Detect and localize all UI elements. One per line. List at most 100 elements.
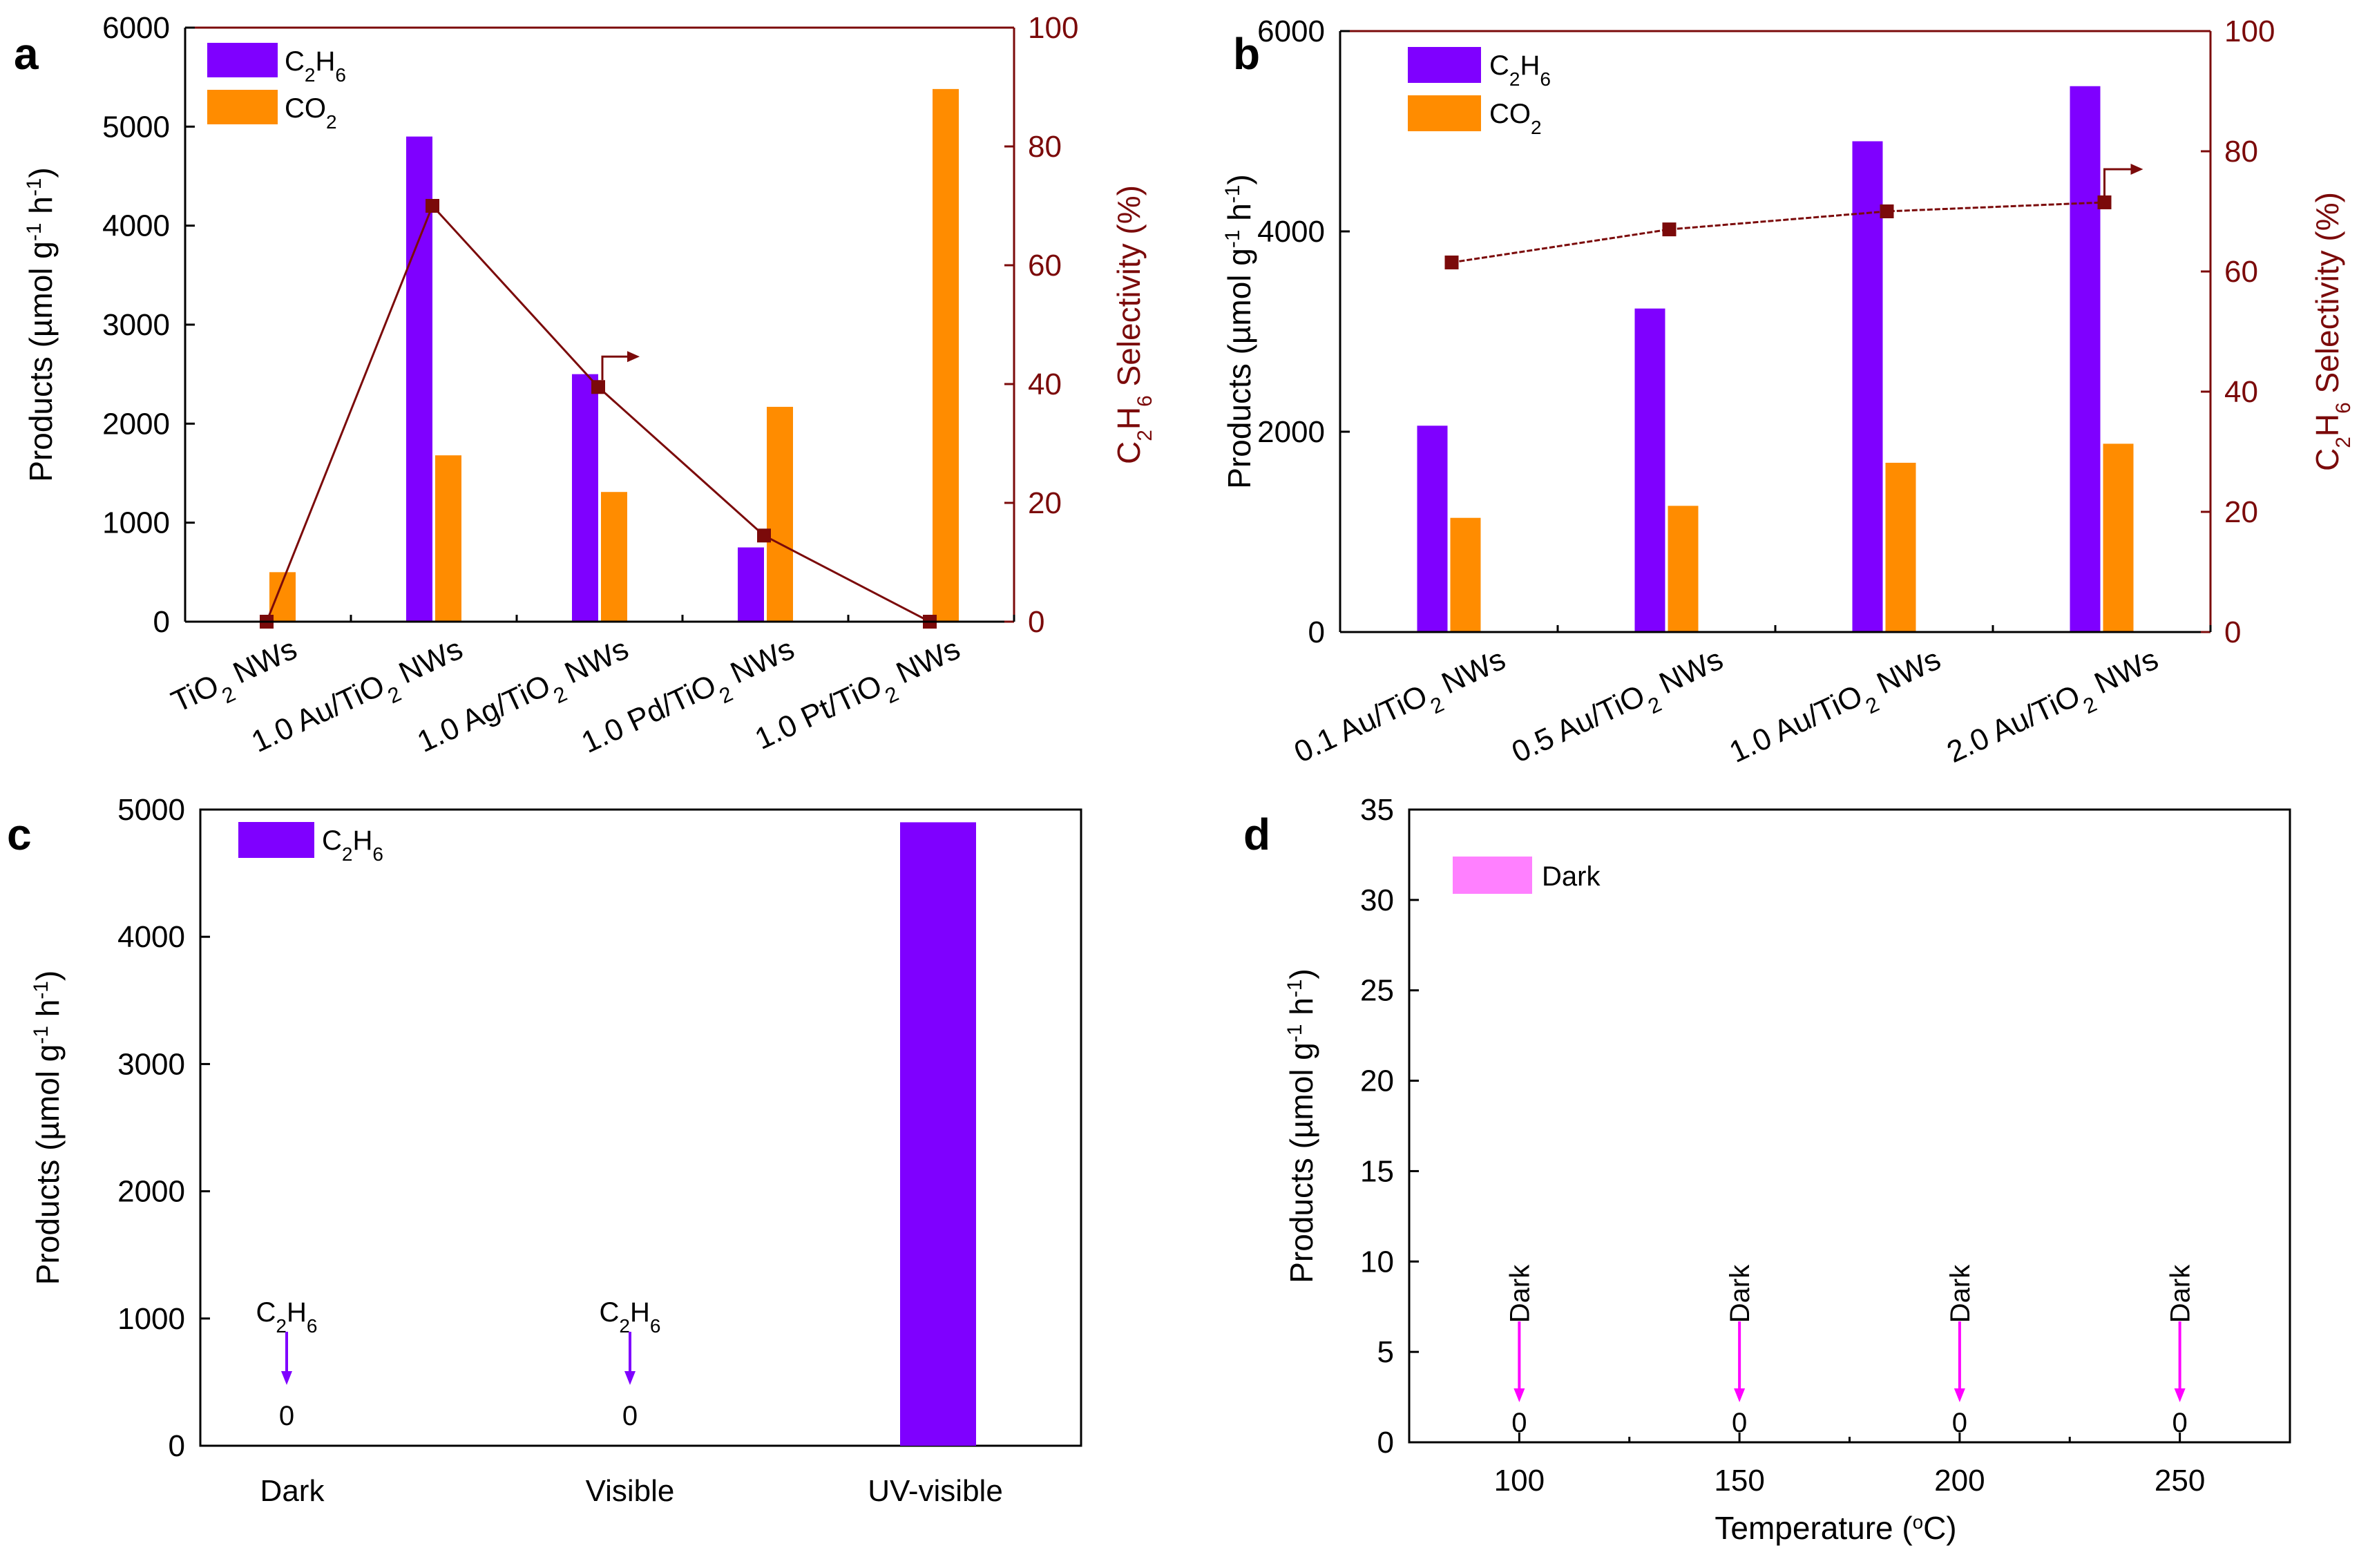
y-tick-label: 10	[1360, 1245, 1394, 1279]
legend-swatch	[207, 90, 278, 124]
panel-letter: b	[1233, 29, 1260, 79]
annotation-label: Dark	[1505, 1264, 1535, 1323]
bar-c2h6	[572, 374, 598, 622]
y-tick-label: 0	[153, 605, 170, 639]
arrow-right-icon	[601, 355, 630, 381]
y2-tick-label: 40	[1028, 367, 1062, 401]
legend-swatch	[1453, 857, 1532, 894]
arrow-down-icon	[624, 1371, 636, 1385]
y-tick-label: 3000	[117, 1047, 185, 1081]
y-tick-label: 5	[1377, 1335, 1394, 1369]
y-tick-label: 25	[1360, 974, 1394, 1008]
y-axis-label: Products (µmol g-1 h-1)	[1221, 174, 1258, 488]
annotation-formula: C2H6	[256, 1297, 318, 1337]
selectivity-point	[1880, 204, 1894, 218]
y2-tick-label: 40	[2224, 375, 2258, 409]
chart-b-svg: 0 2000 4000 6000 0 20 40 60 80 100 0.1 Au/TiO2 NWs…	[1221, 15, 2355, 778]
bar-co2	[435, 455, 461, 622]
annotation-value: 0	[279, 1401, 294, 1431]
y-tick-label: 20	[1360, 1064, 1394, 1098]
y-tick-label: 0	[1377, 1426, 1394, 1460]
bar-c2h6	[1634, 308, 1665, 632]
y-tick-label: 6000	[102, 11, 170, 45]
legend-label: CO2	[285, 93, 337, 133]
x-category-label: UV-visible	[868, 1474, 1003, 1508]
annotation-value: 0	[1952, 1408, 1967, 1438]
y2-tick-label: 20	[1028, 486, 1062, 520]
legend-label: Dark	[1542, 861, 1601, 892]
annotation-value: 0	[622, 1401, 638, 1431]
legend-swatch	[1408, 95, 1481, 131]
y-tick-label: 1000	[102, 506, 170, 540]
selectivity-point	[591, 380, 605, 394]
arrow-down-icon	[281, 1371, 292, 1385]
panel-letter: d	[1243, 810, 1270, 859]
bar-c2h6	[900, 822, 976, 1446]
legend-swatch	[1408, 47, 1481, 83]
arrow-down-icon	[2174, 1388, 2186, 1402]
y-tick-label: 35	[1360, 793, 1394, 827]
y2-tick-label: 100	[1028, 11, 1078, 45]
y-tick-label: 4000	[1257, 215, 1325, 249]
arrow-head-icon	[2130, 163, 2143, 175]
y-tick-label: 0	[169, 1429, 185, 1463]
y2-tick-label: 0	[1028, 605, 1044, 639]
chart-a-svg: 0100020003000400050006000020406080100TiO…	[14, 11, 1156, 760]
legend-label: C2H6	[285, 46, 346, 86]
y2-axis-label: C2H6 Selectivity (%)	[2309, 192, 2355, 471]
y-tick-label: 15	[1360, 1154, 1394, 1188]
x-category-label: 0.1 Au/TiO2 NWs	[1289, 642, 1515, 778]
selectivity-point	[2097, 195, 2112, 209]
selectivity-point	[1662, 222, 1677, 237]
plot-frame	[1408, 808, 2291, 1444]
bar-c2h6	[1852, 141, 1883, 632]
annotation-label: Dark	[1725, 1264, 1755, 1323]
y-tick-label: 6000	[1257, 15, 1325, 48]
arrow-down-icon	[1954, 1388, 1965, 1402]
annotation-label: Dark	[2166, 1264, 2196, 1323]
y2-tick-label: 80	[2224, 135, 2258, 169]
y2-axis-label: C2H6 Selectivity (%)	[1111, 185, 1156, 464]
panel-letter: c	[7, 810, 32, 859]
y-tick-label: 5000	[102, 110, 170, 144]
y-tick-label: 4000	[102, 209, 170, 243]
y2-tick-label: 60	[1028, 249, 1062, 283]
legend-swatch	[207, 43, 278, 77]
annotation-formula: C2H6	[600, 1297, 661, 1337]
selectivity-point	[757, 528, 771, 543]
bar-c2h6	[2070, 86, 2101, 632]
panel-c: 0 1000 2000 3000 4000 5000 Dark Visible UV-visib…	[0, 787, 1188, 1568]
y-tick-label: 4000	[117, 920, 185, 954]
bar-c2h6	[738, 547, 764, 622]
y2-tick-label: 80	[1028, 130, 1062, 164]
y2-tick-label: 100	[2224, 15, 2275, 48]
x-tick-label: 100	[1494, 1464, 1545, 1498]
x-tick-label: 250	[2155, 1464, 2205, 1498]
y-tick-label: 2000	[117, 1175, 185, 1209]
y-axis-label: Products (µmol g-1 h-1)	[30, 971, 66, 1285]
legend-label: C2H6	[1489, 50, 1551, 90]
plot-frame	[199, 808, 1082, 1447]
y2-tick-label: 20	[2224, 495, 2258, 529]
bar-co2	[1885, 462, 1916, 632]
y-tick-label: 30	[1360, 883, 1394, 917]
y-tick-label: 3000	[102, 308, 170, 342]
y2-tick-label: 0	[2224, 615, 2241, 649]
x-category-label: 1.0 Au/TiO2 NWs	[1724, 642, 1950, 778]
annotation-value: 0	[1511, 1408, 1527, 1438]
chart-d-svg: 0 5 10 15 20 25 30 35 100 150 200 250 Dark 0 Dark 0 Dark…	[1243, 793, 2291, 1546]
x-category-label: Visible	[586, 1474, 675, 1508]
bar-co2	[1450, 517, 1481, 632]
annotation-label: Dark	[1945, 1264, 1976, 1323]
arrow-right-icon	[2103, 168, 2132, 195]
y2-tick-label: 60	[2224, 255, 2258, 289]
y-tick-label: 2000	[1257, 415, 1325, 449]
arrow-down-icon	[1513, 1388, 1525, 1402]
annotation-value: 0	[1732, 1408, 1747, 1438]
bar-co2	[2103, 443, 2134, 632]
x-category-label: Dark	[260, 1474, 325, 1508]
panel-a: 0 1000 2000 3000 4000 5000 6000 0 20 40 60 80 100 TiO…	[0, 0, 1188, 787]
selectivity-line	[1451, 201, 2105, 264]
x-tick-label: 200	[1934, 1464, 1985, 1498]
y-tick-label: 0	[1308, 615, 1325, 649]
